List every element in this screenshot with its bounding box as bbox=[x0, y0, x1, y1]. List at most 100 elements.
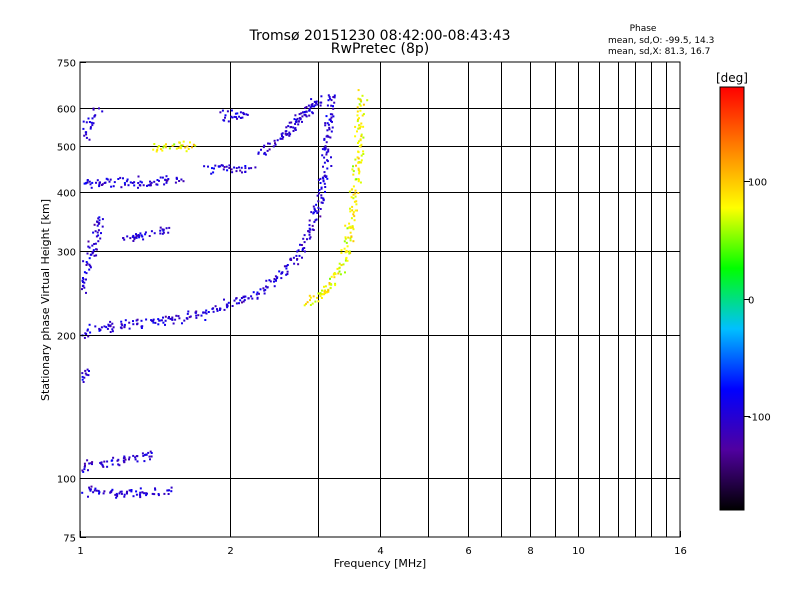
data-point bbox=[126, 178, 129, 181]
data-point bbox=[85, 261, 88, 263]
data-point bbox=[358, 124, 361, 127]
data-point bbox=[338, 270, 341, 273]
data-point bbox=[124, 319, 127, 322]
data-point bbox=[324, 147, 327, 149]
data-point bbox=[310, 211, 313, 214]
data-point bbox=[326, 167, 329, 170]
data-point bbox=[297, 263, 300, 266]
data-point bbox=[257, 151, 260, 154]
data-point bbox=[93, 223, 96, 226]
data-point bbox=[132, 495, 135, 498]
data-point bbox=[216, 309, 219, 312]
data-point bbox=[342, 263, 345, 266]
data-point bbox=[180, 178, 183, 181]
data-point bbox=[189, 315, 192, 318]
data-point bbox=[139, 232, 142, 235]
data-point bbox=[346, 245, 349, 248]
data-point bbox=[112, 326, 115, 329]
data-point bbox=[185, 150, 188, 153]
data-point bbox=[263, 289, 266, 292]
data-point bbox=[225, 165, 228, 168]
data-point bbox=[119, 176, 122, 179]
data-point bbox=[230, 109, 233, 112]
data-point bbox=[301, 120, 303, 123]
x-tick-label: 16 bbox=[674, 546, 687, 557]
data-point bbox=[92, 249, 95, 252]
x-tick-label: 10 bbox=[572, 546, 585, 557]
data-point bbox=[358, 127, 361, 130]
data-point bbox=[338, 262, 341, 265]
data-point bbox=[94, 242, 97, 245]
data-point bbox=[274, 278, 277, 281]
data-point bbox=[338, 266, 341, 269]
data-point bbox=[287, 125, 290, 128]
data-point bbox=[305, 115, 308, 118]
data-point bbox=[329, 287, 332, 290]
data-point bbox=[297, 120, 300, 123]
data-point bbox=[109, 331, 112, 333]
data-point bbox=[289, 258, 292, 261]
data-point bbox=[129, 237, 132, 240]
data-point bbox=[164, 146, 167, 149]
data-point bbox=[84, 131, 87, 134]
data-point bbox=[97, 217, 100, 220]
data-point bbox=[106, 460, 109, 463]
data-point bbox=[281, 132, 284, 135]
data-point bbox=[329, 113, 332, 116]
data-point bbox=[151, 492, 154, 495]
data-point bbox=[103, 460, 106, 463]
data-point bbox=[186, 312, 189, 315]
data-point bbox=[157, 493, 160, 495]
data-point bbox=[118, 492, 121, 495]
data-point bbox=[356, 106, 359, 109]
data-point bbox=[241, 116, 244, 119]
data-point bbox=[324, 176, 327, 178]
data-point bbox=[274, 142, 276, 145]
data-point bbox=[362, 150, 365, 153]
data-point bbox=[110, 490, 113, 492]
data-point bbox=[288, 121, 291, 124]
data-point bbox=[88, 263, 91, 266]
data-point bbox=[353, 215, 356, 218]
data-point bbox=[313, 211, 316, 214]
data-point bbox=[128, 327, 131, 330]
data-point bbox=[263, 152, 266, 155]
data-point bbox=[324, 145, 327, 148]
data-point bbox=[86, 252, 89, 255]
data-point bbox=[296, 258, 299, 260]
data-point bbox=[346, 250, 349, 253]
data-point bbox=[320, 297, 323, 299]
data-point bbox=[281, 271, 284, 274]
data-point bbox=[159, 176, 162, 179]
data-point bbox=[170, 486, 173, 489]
data-point bbox=[163, 492, 166, 495]
data-point bbox=[104, 181, 107, 184]
data-point bbox=[97, 234, 100, 237]
data-point bbox=[330, 99, 333, 102]
data-point bbox=[142, 184, 145, 187]
data-point bbox=[147, 184, 150, 187]
data-point bbox=[333, 101, 336, 104]
data-point bbox=[303, 111, 306, 113]
data-point bbox=[328, 126, 331, 129]
data-point bbox=[319, 215, 322, 218]
data-point bbox=[285, 126, 288, 129]
data-point bbox=[150, 452, 153, 454]
data-point bbox=[308, 233, 311, 236]
data-point bbox=[359, 104, 362, 107]
data-point bbox=[88, 486, 91, 489]
data-point bbox=[222, 168, 225, 171]
data-point bbox=[144, 231, 147, 234]
data-point bbox=[311, 224, 314, 227]
data-point bbox=[85, 264, 88, 266]
data-point bbox=[308, 231, 311, 234]
data-point bbox=[351, 209, 354, 212]
data-point bbox=[352, 211, 355, 214]
data-point bbox=[231, 305, 234, 307]
data-point bbox=[344, 271, 346, 274]
data-point bbox=[334, 284, 337, 287]
data-point bbox=[236, 117, 238, 120]
data-point bbox=[221, 109, 224, 112]
data-point bbox=[123, 323, 126, 326]
colorbar-tick-label: -100 bbox=[748, 413, 771, 424]
